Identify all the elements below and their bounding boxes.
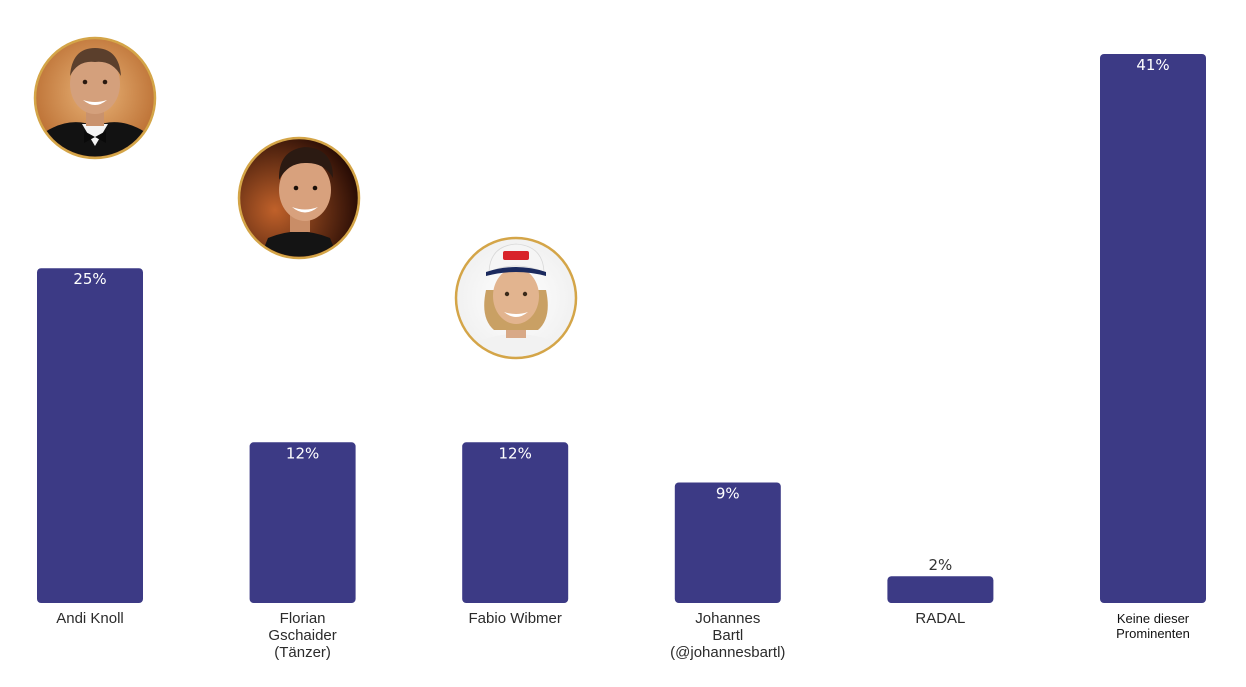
photo-andi-knoll xyxy=(33,36,157,160)
category-label-line: RADAL xyxy=(915,610,965,627)
value-label-3: 12% xyxy=(499,444,532,462)
category-label-line: (Tänzer) xyxy=(274,644,331,661)
bar-6 xyxy=(1100,54,1206,603)
value-label-6: 41% xyxy=(1136,56,1169,74)
category-label-6: Keine dieser Prominenten xyxy=(1116,611,1190,641)
category-label-line: Gschaider xyxy=(268,627,336,644)
category-label-3: Fabio Wibmer xyxy=(469,610,562,627)
value-label-2: 12% xyxy=(286,444,319,462)
value-label-1: 25% xyxy=(73,270,106,288)
bars-layer xyxy=(37,54,1206,603)
category-label-line: Keine dieser xyxy=(1117,611,1190,626)
category-label-line: Bartl xyxy=(712,627,743,644)
category-label-line: Fabio Wibmer xyxy=(469,610,562,627)
bar-5 xyxy=(887,576,994,603)
value-label-5: 2% xyxy=(929,556,953,574)
category-labels-layer: Andi Knoll Florian Gschaider (Tänzer) Fabio … xyxy=(56,610,1190,661)
photo-florian-gschaider xyxy=(237,136,361,260)
category-label-1: Andi Knoll xyxy=(56,610,124,627)
bar-2 xyxy=(249,442,356,603)
category-label-line: Johannes xyxy=(695,610,760,627)
category-label-5: RADAL xyxy=(915,610,965,627)
photo-fabio-wibmer xyxy=(454,236,578,360)
category-label-line: Andi Knoll xyxy=(56,610,124,627)
value-labels-layer: 25% 12% 12% 9% 2% 41% xyxy=(73,56,1169,574)
bar-1 xyxy=(37,268,143,603)
category-label-line: Prominenten xyxy=(1116,626,1190,641)
category-label-line: (@johannesbartl) xyxy=(670,644,785,661)
category-label-4: Johannes Bartl (@johannesbartl) xyxy=(670,610,785,661)
value-label-4: 9% xyxy=(716,484,740,502)
category-label-2: Florian Gschaider (Tänzer) xyxy=(268,610,336,661)
category-label-line: Florian xyxy=(280,610,326,627)
bar-3 xyxy=(462,442,569,603)
bar-4 xyxy=(674,482,781,603)
